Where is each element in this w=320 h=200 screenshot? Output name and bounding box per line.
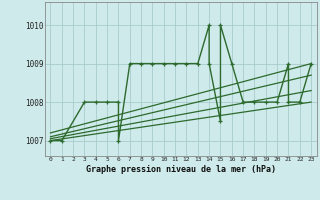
X-axis label: Graphe pression niveau de la mer (hPa): Graphe pression niveau de la mer (hPa) xyxy=(86,165,276,174)
